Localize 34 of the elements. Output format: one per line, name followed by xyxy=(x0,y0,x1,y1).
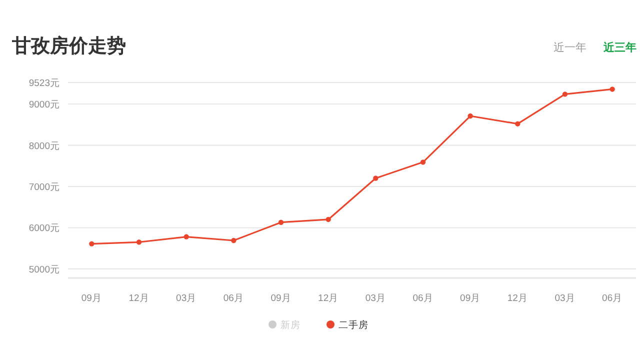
x-tick-label: 03月 xyxy=(365,293,386,304)
point xyxy=(373,176,378,181)
y-tick-label: 8000元 xyxy=(28,140,60,152)
point xyxy=(136,240,142,245)
x-tick-label: 09月 xyxy=(460,293,481,304)
legend-label: 二手房 xyxy=(338,319,368,331)
x-tick-label: 06月 xyxy=(602,293,623,304)
x-tick-label: 12月 xyxy=(507,293,528,304)
point xyxy=(562,92,568,97)
y-tick-label: 7000元 xyxy=(28,182,60,193)
y-tick-label: 6000元 xyxy=(28,223,60,234)
x-tick-label: 09月 xyxy=(81,293,102,304)
point xyxy=(278,220,284,225)
point xyxy=(231,238,236,244)
x-tick-label: 06月 xyxy=(412,293,434,304)
chart-title: 甘孜房价走势 xyxy=(11,35,126,57)
x-tick-label: 03月 xyxy=(554,293,576,304)
point xyxy=(515,121,520,126)
x-tick-label: 03月 xyxy=(176,293,197,304)
x-tick-label: 12月 xyxy=(318,293,339,304)
point xyxy=(420,160,426,165)
x-tick-label: 06月 xyxy=(223,293,244,304)
point xyxy=(326,216,331,222)
text: 近三年 xyxy=(602,41,636,54)
x-tick-label: 09月 xyxy=(270,293,292,304)
point xyxy=(610,86,615,92)
y-tick-label: 9523元 xyxy=(28,78,60,89)
y-tick-label: 9000元 xyxy=(28,100,60,111)
point xyxy=(184,234,189,240)
point xyxy=(468,113,473,119)
y-tick-label: 5000元 xyxy=(28,264,60,276)
point xyxy=(89,241,94,246)
text: 近一年 xyxy=(554,41,586,54)
x-tick-label: 12月 xyxy=(128,293,150,304)
